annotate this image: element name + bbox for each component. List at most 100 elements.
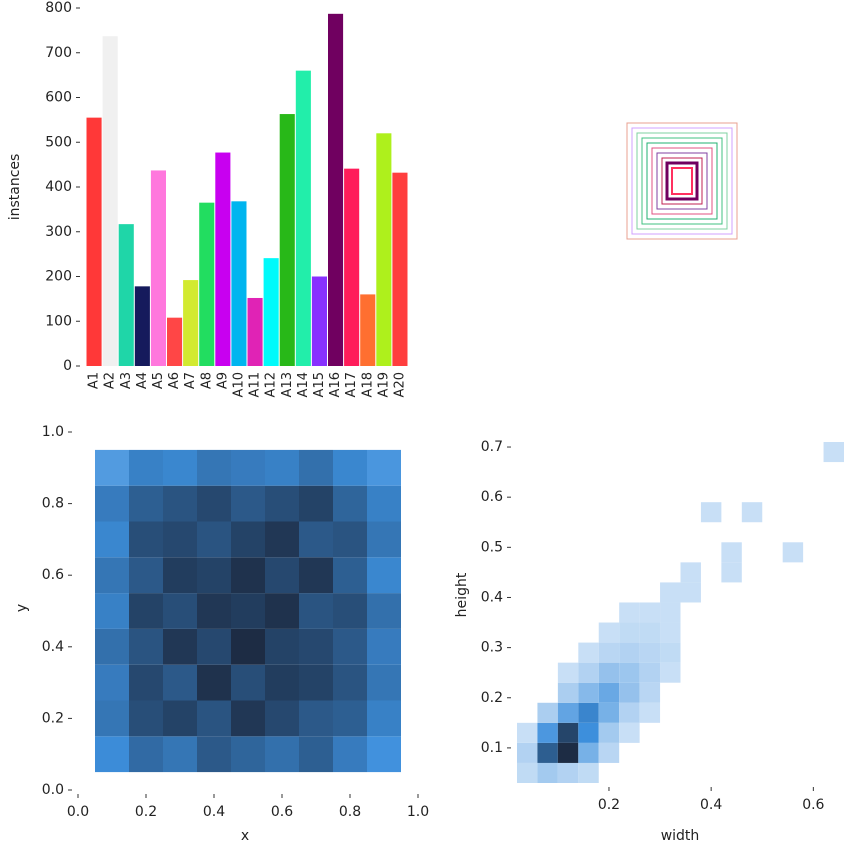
hist-cell bbox=[333, 485, 367, 522]
y-axis-label: y bbox=[14, 604, 30, 612]
hist-cell bbox=[824, 763, 844, 783]
hist-cell bbox=[619, 743, 639, 763]
bar bbox=[279, 114, 295, 367]
hist-cell bbox=[824, 602, 844, 622]
hist-cell bbox=[640, 482, 660, 502]
hist-cell bbox=[129, 557, 163, 594]
hist-cell bbox=[803, 602, 823, 622]
y-tick-label: 200 bbox=[45, 269, 72, 285]
hist-cell bbox=[824, 582, 844, 602]
hist-cell bbox=[558, 623, 578, 643]
hist-cell bbox=[640, 562, 660, 582]
hist-cell bbox=[333, 521, 367, 558]
hist-cell bbox=[762, 703, 782, 723]
hist-cell bbox=[517, 482, 537, 502]
hist-cell bbox=[701, 663, 721, 683]
hist-cell bbox=[660, 502, 680, 522]
bar bbox=[118, 224, 134, 366]
box-overlay bbox=[626, 122, 738, 240]
hist-cell bbox=[537, 663, 557, 683]
y-tick-label: 600 bbox=[45, 90, 72, 106]
hist-cell bbox=[197, 736, 231, 773]
hist-cell bbox=[701, 542, 721, 562]
hist-cell bbox=[578, 502, 598, 522]
hist-cell bbox=[578, 462, 598, 482]
hist-cell bbox=[265, 700, 299, 737]
hist-cell bbox=[660, 642, 681, 663]
hist-cell bbox=[803, 462, 823, 482]
hist-cell bbox=[803, 442, 823, 462]
hist-cell bbox=[599, 442, 619, 462]
hist-cell bbox=[783, 502, 803, 522]
hist-cell bbox=[578, 662, 599, 683]
hist-cell bbox=[537, 742, 558, 763]
hist-cell bbox=[701, 522, 721, 542]
bar bbox=[199, 202, 215, 366]
x-tick-label: A12 bbox=[264, 372, 279, 397]
hist-cell bbox=[367, 449, 401, 486]
hist-cell bbox=[701, 743, 721, 763]
hist-cell bbox=[231, 664, 265, 701]
hist-cell bbox=[742, 542, 762, 562]
hist-cell bbox=[783, 462, 803, 482]
hist-cell bbox=[640, 743, 660, 763]
hist-cell bbox=[824, 482, 844, 502]
hist-cell bbox=[129, 485, 163, 522]
hist-cell bbox=[557, 742, 579, 763]
bar bbox=[328, 13, 344, 366]
hist-cell bbox=[762, 683, 782, 703]
hist-cell bbox=[823, 442, 844, 463]
hist-cell bbox=[95, 485, 129, 522]
hist-cell bbox=[660, 522, 680, 542]
hist-cell bbox=[681, 763, 701, 783]
hist-cell bbox=[742, 743, 762, 763]
hist-cell bbox=[681, 743, 701, 763]
hist-cell bbox=[163, 449, 197, 486]
hist-cell bbox=[333, 593, 367, 629]
hist-cell bbox=[824, 723, 844, 743]
hist-cell bbox=[163, 628, 197, 665]
hist-cell bbox=[681, 462, 701, 482]
hist-cell bbox=[517, 502, 537, 522]
hist-cell bbox=[265, 664, 299, 701]
hist-cell bbox=[517, 663, 537, 683]
x-tick-label: A3 bbox=[119, 372, 134, 389]
hist-cell bbox=[762, 442, 782, 462]
hist-cell bbox=[537, 482, 557, 502]
hist-cell bbox=[681, 482, 701, 502]
hist-cell bbox=[721, 623, 741, 643]
y-axis-label: height bbox=[454, 572, 470, 617]
hist-cell bbox=[803, 703, 823, 723]
hist-cell bbox=[367, 485, 401, 522]
y-tick-label: 0.1 bbox=[481, 740, 503, 756]
hist-cell bbox=[681, 703, 701, 723]
hist-cell bbox=[721, 502, 741, 522]
hist-cell bbox=[599, 602, 619, 622]
hist-cell bbox=[660, 582, 681, 603]
hist-cell bbox=[741, 502, 763, 523]
x-tick-label: A20 bbox=[392, 372, 407, 397]
x-tick-label: A7 bbox=[183, 372, 198, 389]
y-tick-label: 800 bbox=[45, 0, 72, 16]
hist-cell bbox=[537, 623, 557, 643]
hist-cell bbox=[660, 462, 680, 482]
hist-cell bbox=[598, 722, 620, 743]
hist-cell bbox=[660, 442, 680, 462]
hist-cell bbox=[537, 522, 557, 542]
hist-cell bbox=[742, 703, 762, 723]
hist-cell bbox=[299, 557, 333, 594]
hist-cell bbox=[742, 623, 762, 643]
bar bbox=[295, 70, 311, 367]
hist-cell bbox=[517, 762, 538, 783]
hist-cell bbox=[517, 703, 537, 723]
x-tick-label: A5 bbox=[151, 372, 166, 389]
hist-cell bbox=[762, 643, 782, 663]
y-tick-label: 0.6 bbox=[481, 489, 503, 505]
y-tick-label: 300 bbox=[45, 224, 72, 240]
hist-cell bbox=[700, 502, 722, 523]
hist-cell bbox=[299, 485, 333, 522]
hist-cell bbox=[558, 602, 578, 622]
hist-cell bbox=[824, 502, 844, 522]
hist-cell bbox=[721, 643, 741, 663]
hist-cell bbox=[701, 462, 721, 482]
